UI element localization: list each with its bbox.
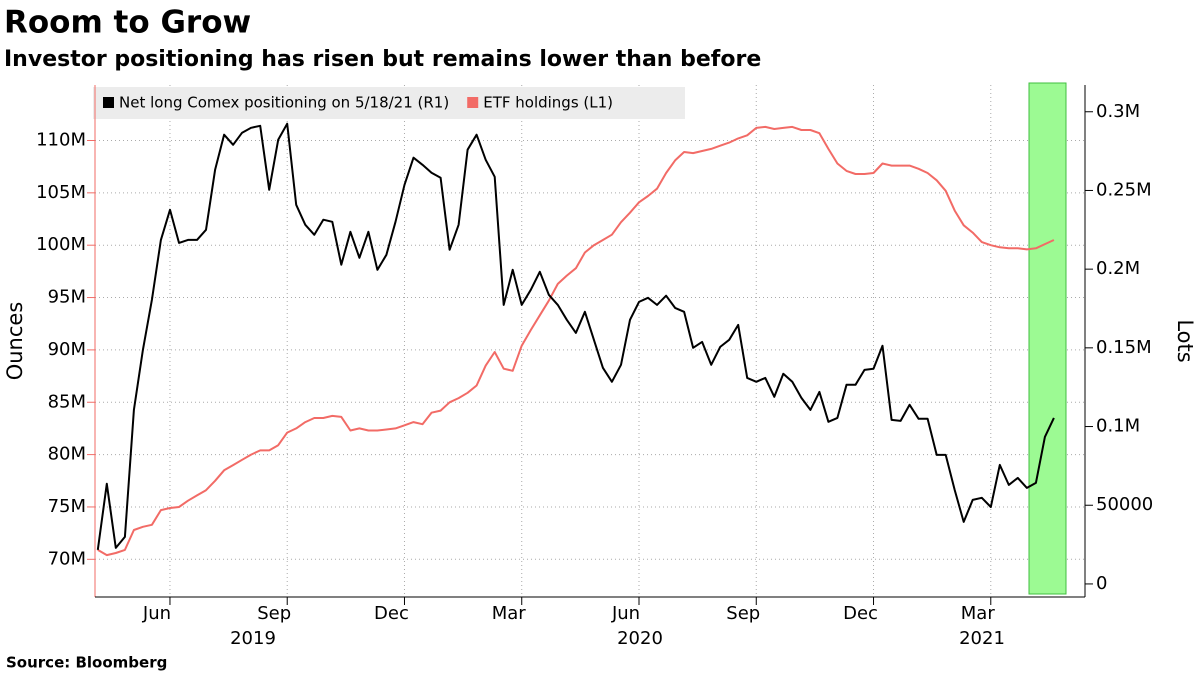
series-line	[96, 122, 1055, 551]
y-axis-title: Ounces	[3, 302, 27, 381]
year-label: 2021	[959, 628, 1005, 649]
x-tick-label: Sep	[257, 603, 291, 624]
legend-swatch	[467, 97, 479, 108]
x-tick-label: Dec	[374, 603, 409, 624]
x-tick-label: Dec	[843, 603, 878, 624]
y2-tick-label: 0.2M	[1096, 258, 1140, 279]
year-label: 2019	[230, 628, 276, 649]
y-tick-label: 100M	[36, 234, 86, 255]
year-label: 2020	[617, 628, 663, 649]
y-tick-label: 70M	[48, 548, 86, 569]
highlight-band	[1028, 82, 1067, 595]
x-tick-label: Mar	[492, 603, 527, 624]
y2-tick-label: 0.15M	[1096, 337, 1152, 358]
legend	[93, 87, 685, 119]
source: Source: Bloomberg	[6, 654, 167, 672]
chart-title: Room to Grow	[4, 5, 251, 41]
legend-label: Net long Comex positioning on 5/18/21 (R…	[119, 94, 449, 112]
y-tick-label: 85M	[48, 391, 86, 412]
x-tick-label: Mar	[961, 603, 996, 624]
y-tick-label: 75M	[48, 496, 86, 517]
legend-label: ETF holdings (L1)	[483, 94, 613, 112]
x-tick-label: Jun	[611, 603, 640, 624]
y2-axis-title: Lots	[1173, 319, 1197, 362]
y2-tick-label: 0.3M	[1096, 101, 1140, 122]
y2-tick-label: 0	[1096, 573, 1107, 594]
y2-tick-label: 50000	[1096, 494, 1153, 515]
y2-tick-label: 0.1M	[1096, 416, 1140, 437]
y2-tick-label: 0.25M	[1096, 179, 1152, 200]
y-tick-label: 105M	[36, 182, 86, 203]
y-tick-label: 95M	[48, 287, 86, 308]
y-tick-label: 90M	[48, 339, 86, 360]
y-tick-label: 110M	[36, 129, 86, 150]
x-tick-label: Sep	[726, 603, 760, 624]
chart-subtitle: Investor positioning has risen but remai…	[4, 47, 761, 72]
series-line	[97, 125, 1055, 557]
x-tick-label: Jun	[142, 603, 171, 624]
legend-swatch	[103, 97, 114, 108]
y-tick-label: 80M	[48, 444, 86, 465]
